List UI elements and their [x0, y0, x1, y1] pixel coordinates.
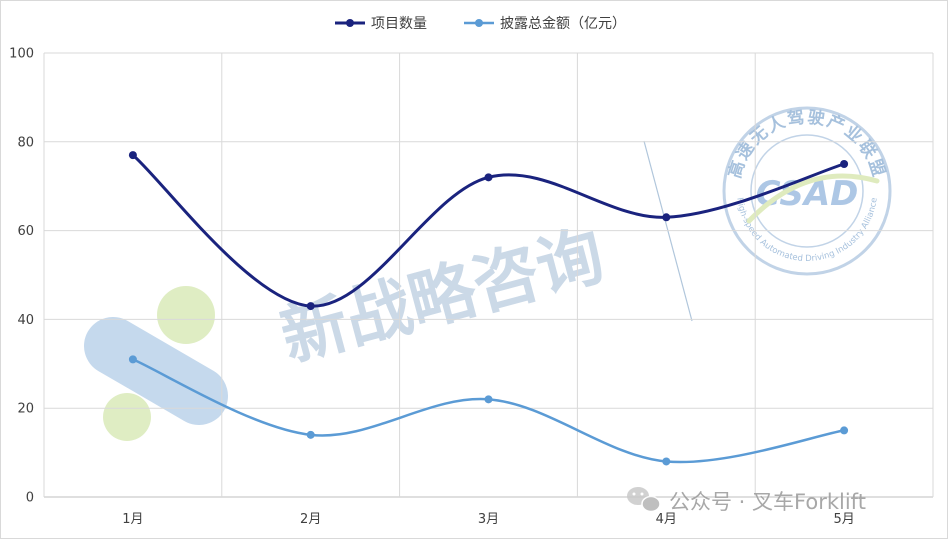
wechat-account-text: 公众号 · 叉车Forklift: [669, 490, 866, 514]
seal-inner-ring: [750, 134, 864, 248]
legend-label: 披露总金额（亿元）: [500, 16, 626, 32]
series-2: [128, 355, 849, 466]
y-tick-label: 0: [26, 491, 34, 506]
data-point: [128, 355, 137, 364]
legend-marker: [475, 19, 483, 27]
y-tick-label: 60: [17, 224, 34, 239]
legend-marker: [346, 19, 354, 27]
y-axis-ticks: 0 20 40 60 80 100: [9, 47, 34, 506]
decor-bubble: [103, 393, 151, 441]
data-point: [840, 426, 849, 435]
y-tick-label: 100: [9, 47, 34, 62]
data-point: [662, 457, 671, 466]
wechat-watermark: 公众号 · 叉车Forklift: [627, 487, 866, 514]
decor-bubble: [157, 286, 215, 344]
data-point: [128, 151, 137, 160]
series-layer: [128, 151, 849, 466]
data-point: [484, 173, 493, 182]
legend-item: 项目数量: [335, 16, 427, 32]
seal-outer-ring: [722, 106, 892, 276]
y-tick-label: 40: [17, 313, 34, 328]
x-tick-label: 1月: [122, 512, 143, 527]
data-point: [306, 430, 315, 439]
y-tick-label: 20: [17, 402, 34, 417]
x-axis-ticks: 1月 2月 3月 4月 5月: [122, 512, 854, 527]
legend-item: 披露总金额（亿元）: [464, 16, 626, 32]
x-tick-label: 3月: [478, 512, 499, 527]
x-tick-label: 4月: [656, 512, 677, 527]
wechat-bubble-small: [641, 495, 661, 513]
grid-lines: [43, 52, 934, 498]
wechat-eye: [632, 492, 636, 496]
data-point: [662, 213, 671, 222]
wechat-icon: [627, 487, 661, 513]
x-tick-label: 2月: [300, 512, 321, 527]
wechat-eye: [640, 492, 644, 496]
legend: 项目数量 披露总金额（亿元）: [335, 16, 626, 32]
data-point: [484, 395, 493, 404]
legend-label: 项目数量: [371, 16, 427, 32]
y-tick-label: 80: [17, 135, 34, 150]
series-1: [128, 151, 849, 311]
series-line: [131, 358, 846, 464]
seal-swoosh: [746, 173, 880, 224]
watermark-text: 新战略咨询: [273, 216, 612, 376]
data-point: [306, 302, 315, 311]
data-point: [840, 160, 849, 168]
series-line: [131, 153, 846, 308]
foreground-watermarks: 公众号 · 叉车Forklift: [627, 487, 866, 514]
x-tick-label: 5月: [833, 512, 854, 527]
